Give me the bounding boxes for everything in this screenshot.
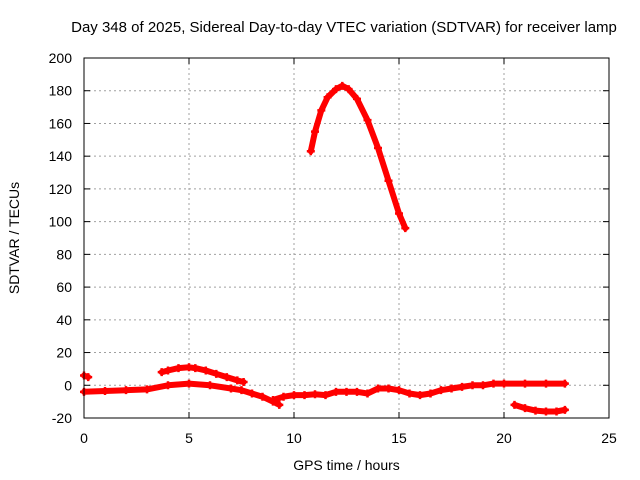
data-point (531, 406, 540, 415)
data-point (258, 392, 267, 401)
data-point (542, 407, 550, 416)
data-point (222, 373, 231, 382)
y-tick-label: 20 (56, 345, 72, 361)
axis-ticks: -20 0 20 40 60 80 100 120 140 160 180 200 0 5 10 15 20 25 (49, 50, 617, 446)
data-point (374, 384, 382, 393)
y-tick-label: 120 (49, 181, 73, 197)
data-point (164, 381, 172, 390)
data-point (248, 389, 256, 398)
data-point (269, 396, 277, 404)
data-point (353, 387, 361, 396)
y-tick-label: 200 (49, 50, 73, 66)
data-point (321, 391, 330, 400)
data-point (479, 381, 487, 390)
data-point (338, 81, 347, 90)
data-point (233, 376, 242, 385)
data-point (237, 386, 246, 395)
x-tick-label: 25 (601, 430, 617, 446)
data-point (542, 379, 550, 388)
data-point (143, 385, 151, 394)
data-point (489, 379, 498, 388)
data-point (401, 224, 410, 233)
data-point (84, 373, 93, 382)
data-point (426, 389, 435, 398)
x-tick-label: 10 (286, 430, 302, 446)
data-point (560, 405, 569, 414)
data-point (521, 379, 529, 388)
data-point (332, 85, 340, 94)
y-tick-label: 0 (64, 377, 72, 393)
x-axis-label: GPS time / hours (293, 457, 400, 473)
data-point (405, 389, 414, 398)
y-tick-label: 140 (49, 148, 73, 164)
data-point (395, 209, 403, 218)
y-axis-label: SDTVAR / TECUs (6, 182, 22, 294)
grid-lines (84, 58, 609, 418)
y-tick-label: 180 (49, 83, 73, 99)
series-layer (80, 81, 569, 416)
data-point (447, 384, 456, 393)
data-point (164, 366, 172, 375)
data-point (353, 94, 361, 103)
y-tick-label: -20 (52, 410, 72, 426)
data-point (468, 381, 477, 390)
data-point (212, 369, 221, 378)
data-point (500, 379, 508, 388)
data-point (317, 106, 326, 115)
data-point (311, 390, 319, 399)
data-point (275, 400, 284, 409)
data-point (458, 382, 466, 391)
data-point (416, 391, 424, 400)
y-tick-label: 40 (56, 312, 72, 328)
x-tick-label: 15 (391, 430, 407, 446)
data-point (201, 366, 210, 375)
data-point (122, 386, 130, 395)
chart-title: Day 348 of 2025, Sidereal Day-to-day VTE… (71, 19, 617, 36)
data-point (437, 386, 445, 395)
data-point (185, 379, 193, 388)
data-point (342, 387, 351, 396)
data-point (521, 404, 529, 413)
data-point (174, 364, 183, 373)
data-point (384, 176, 393, 185)
data-point (279, 392, 288, 401)
data-point (395, 386, 403, 395)
y-tick-label: 100 (49, 214, 73, 230)
data-point (239, 378, 248, 386)
data-point (306, 147, 315, 156)
data-point (332, 387, 340, 396)
data-point (560, 379, 569, 388)
data-point (344, 85, 353, 94)
data-point (384, 384, 393, 393)
data-point (206, 381, 214, 390)
data-point (300, 391, 309, 400)
y-tick-label: 60 (56, 279, 72, 295)
data-point (363, 389, 372, 398)
data-point (311, 127, 319, 136)
data-point (227, 384, 235, 393)
x-tick-label: 5 (185, 430, 193, 446)
data-point (157, 368, 166, 377)
data-point (191, 364, 200, 373)
y-tick-label: 80 (56, 246, 72, 262)
data-point (101, 387, 109, 395)
data-point (552, 407, 561, 416)
x-tick-label: 20 (496, 430, 512, 446)
data-point (363, 116, 372, 125)
data-point (510, 400, 519, 409)
plot-frame (83, 57, 610, 419)
y-tick-label: 160 (49, 115, 73, 131)
data-point (323, 93, 332, 102)
series-line-satellite-track-c (158, 364, 247, 385)
data-point (374, 144, 382, 152)
x-tick-label: 0 (80, 430, 88, 446)
data-point (290, 391, 298, 400)
series-line-satellite-track-e (307, 82, 409, 232)
